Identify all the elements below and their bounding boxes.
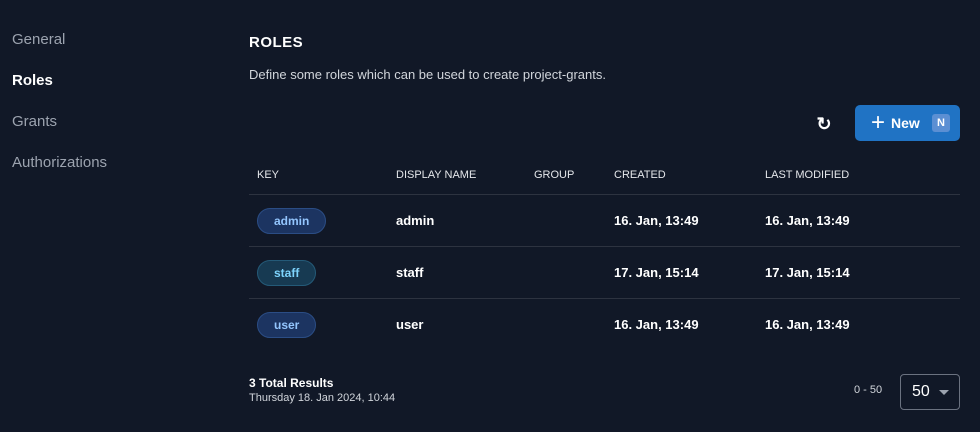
column-last-modified[interactable]: LAST MODIFIED — [757, 156, 960, 195]
column-created[interactable]: CREATED — [606, 156, 757, 195]
table-row[interactable]: staff staff 17. Jan, 15:14 17. Jan, 15:1… — [249, 246, 960, 299]
role-key-chip: staff — [257, 259, 317, 286]
display-name: staff — [388, 246, 526, 299]
created: 16. Jan, 13:49 — [614, 317, 699, 332]
column-display-name[interactable]: DISPLAY NAME — [388, 156, 526, 195]
last-modified: 17. Jan, 15:14 — [757, 246, 960, 299]
page-range: 0 - 50 — [854, 384, 883, 396]
column-key[interactable]: KEY — [249, 156, 388, 195]
created: 17. Jan, 15:14 — [606, 246, 757, 299]
new-button-label: New — [891, 115, 920, 131]
page-description: Define some roles which can be used to c… — [249, 67, 606, 82]
refresh-icon[interactable]: ↻ — [816, 114, 832, 134]
caret-down-icon — [939, 389, 949, 395]
roles-table: KEY DISPLAY NAME GROUP CREATED LAST MODI… — [249, 156, 960, 350]
sidebar-item-general[interactable]: General — [12, 31, 66, 48]
role-key-chip: admin — [257, 207, 327, 234]
sidebar: General Roles Grants Authorizations — [12, 30, 107, 194]
last-modified: 16. Jan, 13:49 — [757, 194, 960, 247]
sidebar-item-roles[interactable]: Roles — [12, 72, 53, 89]
group — [526, 299, 606, 351]
column-group[interactable]: GROUP — [526, 156, 606, 195]
role-key-chip: user — [257, 311, 317, 338]
shortcut-badge: N — [932, 114, 950, 132]
page-title: ROLES — [249, 34, 304, 51]
results-timestamp: Thursday 18. Jan 2024, 10:44 — [249, 392, 396, 404]
total-results: 3 Total Results — [249, 376, 334, 390]
sidebar-item-grants[interactable]: Grants — [12, 113, 58, 130]
display-name: admin — [388, 194, 526, 247]
display-name: user — [396, 317, 424, 332]
last-modified: 16. Jan, 13:49 — [765, 317, 850, 332]
page-size-select[interactable]: 50 — [900, 374, 960, 410]
page-size-value: 50 — [912, 383, 930, 400]
table-row[interactable]: admin admin 16. Jan, 13:49 16. Jan, 13:4… — [249, 194, 960, 247]
new-role-button[interactable]: + New N — [855, 105, 960, 141]
group — [526, 194, 606, 247]
sidebar-item-authorizations[interactable]: Authorizations — [12, 154, 108, 171]
group — [526, 246, 606, 299]
created: 16. Jan, 13:49 — [606, 194, 757, 247]
plus-icon: + — [871, 109, 886, 136]
table-row[interactable]: user user 16. Jan, 13:49 16. Jan, 13:49 — [249, 299, 960, 351]
